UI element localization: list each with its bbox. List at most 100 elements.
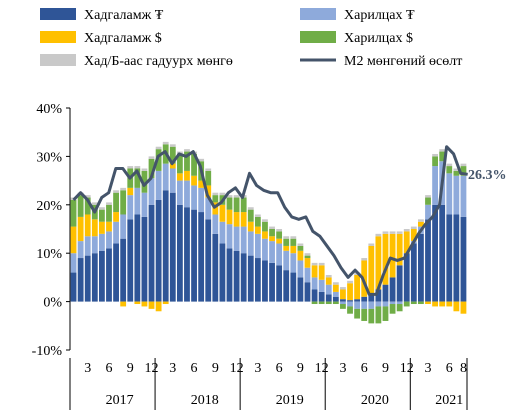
bar-харилцах-9: [134, 168, 141, 188]
bar-хад-б-аас-гадуурх-мөнгө-41: [361, 258, 368, 261]
bar-харилцах-26: [254, 233, 261, 259]
bar-хадгаламж-8: [127, 187, 134, 196]
bar-хадгаламж-4: [99, 250, 105, 302]
legend-label: Хад/Б-аас гадуурх мөнгө: [84, 54, 233, 69]
bar-хад-б-аас-гадуурх-мөнгө-45: [389, 231, 396, 234]
bar-харилцах-11: [148, 158, 155, 179]
bar-хадгаламж-23: [233, 212, 240, 227]
bar-харилцах-23: [233, 197, 240, 213]
bar-хадгаламж-29: [276, 238, 283, 244]
bar-харилцах-30: [283, 238, 290, 246]
bar-харилцах-55: [460, 175, 467, 217]
bar-хад-б-аас-гадуурх-мөнгө-39: [347, 280, 353, 284]
bar-харилцах-27: [262, 238, 268, 261]
bar-хадгаламж-19: [205, 185, 212, 198]
bar-хад-б-аас-гадуурх-мөнгө-10: [141, 168, 148, 171]
bar-харилцах-21: [219, 221, 226, 244]
bar-хадгаламж-7: [120, 238, 127, 302]
legend-item-4: Хад/Б-аас гадуурх мөнгө: [40, 54, 233, 69]
bar-харилцах-7: [120, 190, 127, 215]
legend-label: М2 мөнгөний өсөлт: [344, 54, 462, 69]
bar-харилцах-40: [354, 308, 361, 319]
bar-харилцах-2: [84, 197, 91, 215]
bar-хадгаламж-19: [205, 219, 212, 302]
bar-харилцах-35: [318, 301, 325, 305]
bar-харилцах-9: [134, 187, 141, 215]
bar-харилцах-14: [169, 168, 176, 193]
bar-харилцах-50: [425, 197, 431, 205]
bar-хадгаламж-36: [325, 294, 332, 302]
y-tick-label: 30%: [36, 150, 62, 165]
bar-хад-б-аас-гадуурх-мөнгө-43: [375, 233, 382, 237]
bar-харилцах-1: [77, 241, 84, 259]
bar-хадгаламж-12: [155, 301, 162, 312]
x-tick-label: 12: [230, 361, 244, 376]
bar-хадгаламж-39: [347, 283, 353, 301]
bars: [70, 141, 467, 324]
bar-хадгаламж-43: [375, 236, 382, 290]
bar-хад-б-аас-гадуурх-мөнгө-38: [340, 287, 346, 290]
bar-хадгаламж-35: [318, 265, 325, 280]
bar-хадгаламж-14: [169, 163, 176, 169]
bar-харилцах-0: [70, 253, 77, 273]
bar-хадгаламж-25: [247, 255, 254, 302]
x-tick-label: 12: [145, 361, 159, 376]
x-tick-label: 3: [169, 361, 176, 376]
y-tick-label: -10%: [32, 344, 63, 359]
bar-хад-б-аас-гадуурх-мөнгө-25: [247, 207, 254, 210]
bar-хадгаламж-24: [240, 212, 247, 227]
bar-харилцах-46: [396, 304, 403, 312]
x-year-label: 2019: [276, 393, 304, 408]
bar-харилцах-34: [311, 301, 318, 305]
bar-хадгаламж-3: [91, 219, 98, 237]
bar-хад-б-аас-гадуурх-мөнгө-11: [148, 156, 155, 159]
bar-хадгаламж-29: [276, 265, 283, 302]
bar-хад-б-аас-гадуурх-мөнгө-19: [205, 168, 212, 171]
bar-хадгаламж-7: [120, 301, 127, 307]
bar-хадгаламж-35: [318, 291, 325, 302]
bar-харилцах-48: [410, 301, 417, 305]
bar-харилцах-33: [304, 267, 311, 283]
x-tick-label: 3: [254, 361, 261, 376]
legend-item-0: Хадгаламж ₮: [40, 8, 164, 23]
x-tick-label: 8: [460, 361, 467, 376]
bar-харилцах-12: [155, 170, 162, 200]
bar-хадгаламж-49: [418, 221, 424, 227]
bar-хадгаламж-6: [113, 243, 119, 302]
bar-хад-б-аас-гадуурх-мөнгө-9: [134, 166, 141, 169]
bar-харилцах-32: [297, 245, 304, 251]
bar-хадгаламж-22: [226, 248, 233, 302]
x-tick-label: 9: [212, 361, 219, 376]
bar-хад-б-аас-гадуурх-мөнгө-7: [120, 187, 127, 191]
bar-хадгаламж-26: [254, 226, 261, 234]
bar-хадгаламж-9: [134, 214, 141, 302]
bar-хадгаламж-47: [403, 231, 410, 254]
bar-харилцах-33: [304, 255, 311, 259]
bar-хадгаламж-9: [134, 301, 141, 305]
bar-хадгаламж-54: [453, 301, 460, 312]
bar-хадгаламж-47: [403, 253, 410, 302]
bar-хадгаламж-13: [162, 190, 169, 302]
bar-харилцах-24: [240, 226, 247, 254]
bar-харилцах-36: [325, 284, 332, 295]
bar-харилцах-42: [368, 301, 375, 309]
bar-хадгаламж-0: [70, 226, 77, 254]
bar-хадгаламж-53: [446, 214, 453, 302]
bar-хад-б-аас-гадуурх-мөнгө-26: [254, 214, 261, 217]
bar-харилцах-40: [354, 301, 361, 309]
bar-хад-б-аас-гадуурх-мөнгө-46: [396, 231, 403, 234]
bar-хадгаламж-25: [247, 221, 254, 232]
bar-хадгаламж-48: [410, 229, 417, 242]
bar-хадгаламж-44: [382, 233, 389, 285]
bar-харилцах-22: [226, 224, 233, 249]
bar-хад-б-аас-гадуурх-мөнгө-54: [453, 168, 460, 171]
bar-хадгаламж-54: [453, 214, 460, 302]
bar-харилцах-51: [432, 156, 438, 167]
bar-хад-б-аас-гадуурх-мөнгө-2: [84, 195, 91, 198]
bar-хадгаламж-44: [382, 284, 389, 302]
y-tick-label: 20%: [36, 199, 62, 214]
bar-хадгаламж-0: [70, 272, 77, 302]
axes: -10%0%10%20%30%40%3 6 9 12 3 6 9 12 3 6 9 12 3 6 9 12 3 6…: [32, 102, 468, 410]
bar-харилцах-31: [290, 253, 297, 273]
